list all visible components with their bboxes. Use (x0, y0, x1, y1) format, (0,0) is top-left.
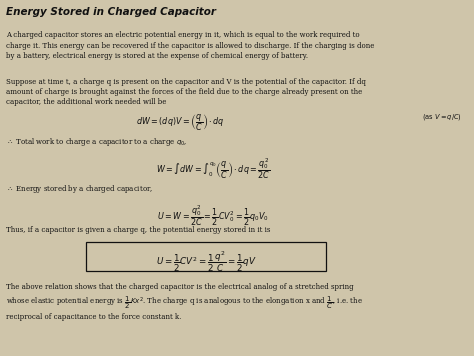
Text: Suppose at time t, a charge q is present on the capacitor and V is the potential: Suppose at time t, a charge q is present… (6, 78, 365, 106)
Text: $U = W = \dfrac{q_0^2}{2C} = \dfrac{1}{2}CV_0^2 = \dfrac{1}{2}q_0V_0$: $U = W = \dfrac{q_0^2}{2C} = \dfrac{1}{2… (157, 203, 269, 228)
FancyBboxPatch shape (86, 242, 326, 271)
Text: $dW = (dq)V = \left(\dfrac{q}{C}\right)\cdot dq$: $dW = (dq)V = \left(\dfrac{q}{C}\right)\… (136, 112, 224, 133)
Text: The above relation shows that the charged capacitor is the electrical analog of : The above relation shows that the charge… (6, 283, 363, 321)
Text: Thus, if a capacitor is given a charge q, the potential energy stored in it is: Thus, if a capacitor is given a charge q… (6, 226, 270, 234)
Text: $U = \dfrac{1}{2}CV^2 = \dfrac{1}{2}\dfrac{q^2}{C} = \dfrac{1}{2}qV$: $U = \dfrac{1}{2}CV^2 = \dfrac{1}{2}\dfr… (156, 250, 256, 274)
Text: $\therefore$ Energy stored by a charged capacitor,: $\therefore$ Energy stored by a charged … (6, 183, 153, 195)
Text: $\therefore$ Total work to charge a capacitor to a charge $q_0$,: $\therefore$ Total work to charge a capa… (6, 136, 187, 148)
Text: $(\mathrm{as}\ V = q/C)$: $(\mathrm{as}\ V = q/C)$ (422, 112, 462, 122)
Text: Energy Stored in Charged Capacitor: Energy Stored in Charged Capacitor (6, 7, 216, 17)
Text: $W = \int dW = \int_0^{q_0}\left(\dfrac{q}{C}\right)\cdot dq = \dfrac{q_0^2}{2C}: $W = \int dW = \int_0^{q_0}\left(\dfrac{… (156, 157, 271, 182)
Text: A charged capacitor stores an electric potential energy in it, which is equal to: A charged capacitor stores an electric p… (6, 31, 374, 60)
